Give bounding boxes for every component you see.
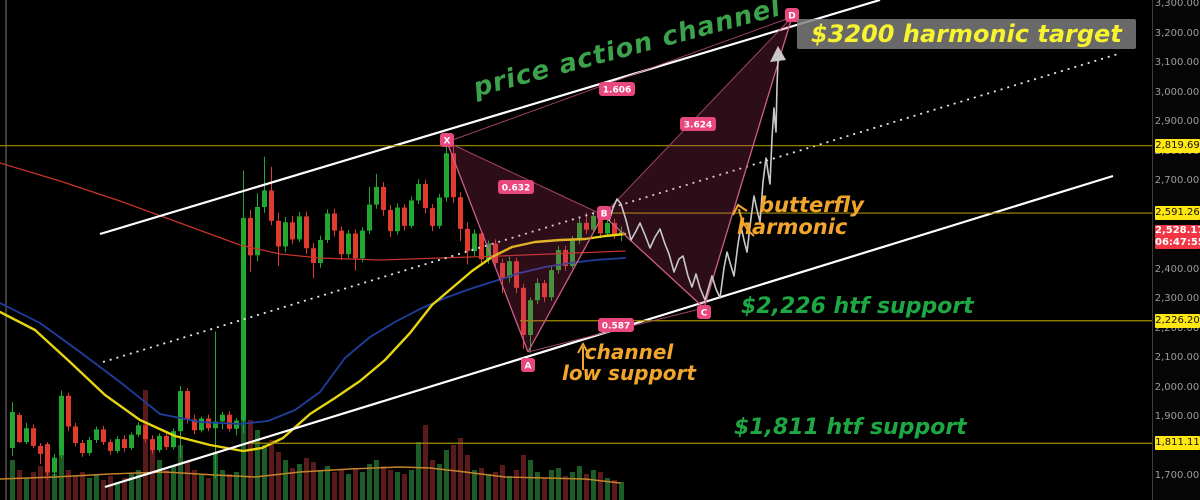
axis-tick: 2,000.00 <box>1154 381 1200 393</box>
htf-support-1811-label[interactable]: $1,811 htf support <box>734 415 967 440</box>
butterfly-harmonic-label[interactable]: butterfly harmonic <box>737 194 864 238</box>
axis-tick: 2,200.00 <box>1154 322 1200 334</box>
volume-series <box>10 350 624 500</box>
svg-text:3.624: 3.624 <box>684 121 712 131</box>
channel-mid-dotted-line[interactable] <box>102 53 1119 363</box>
channel-low-support-line1: channel <box>584 340 674 364</box>
butterfly-harmonic-line2: harmonic <box>737 215 848 239</box>
last-price-countdown: 06:47:55 <box>1155 236 1200 248</box>
ma-long-red <box>0 162 626 261</box>
volume-ma-orange <box>0 466 621 484</box>
butterfly-harmonic-line1: butterfly <box>759 193 864 217</box>
svg-text:D: D <box>788 12 795 22</box>
svg-text:B: B <box>601 210 608 220</box>
svg-text:1.606: 1.606 <box>603 86 631 96</box>
harmonic-pattern[interactable] <box>446 16 793 353</box>
annotation-arrows <box>577 203 755 370</box>
projection-path[interactable] <box>608 46 786 301</box>
svg-text:C: C <box>701 309 708 319</box>
price-level-badge: 1,811.11 <box>1155 436 1200 451</box>
fib-ratio-badges[interactable]: 1.606 0.632 3.624 0.587 <box>498 82 716 332</box>
last-price-badge: 2,528.17 06:47:55 <box>1155 224 1200 249</box>
ma-fast-yellow <box>0 232 627 453</box>
axis-tick: 1,900.00 <box>1154 411 1200 422</box>
harmonic-target-label[interactable]: $3200 harmonic target <box>797 19 1136 49</box>
svg-text:A: A <box>525 362 532 372</box>
axis-tick: 2,100.00 <box>1154 352 1200 363</box>
channel-low-support-line2: low support <box>562 361 696 385</box>
axis-tick: 3,100.00 <box>1154 57 1200 68</box>
axis-tick: 3,200.00 <box>1154 27 1200 39</box>
htf-support-2226-label[interactable]: $2,226 htf support <box>741 294 974 319</box>
axis-tick: 3,000.00 <box>1154 86 1200 98</box>
axis-tick: 1,700.00 <box>1154 470 1200 481</box>
last-price-value: 2,528.17 <box>1155 224 1200 236</box>
projection-arrowhead <box>770 46 786 62</box>
svg-text:X: X <box>444 137 451 147</box>
price-level-badge: 2,226.20 <box>1155 313 1200 328</box>
price-axis[interactable]: 1,700.001,800.001,900.002,000.002,100.00… <box>1152 0 1200 500</box>
axis-tick: 2,300.00 <box>1154 293 1200 304</box>
axis-tick: 2,900.00 <box>1154 116 1200 127</box>
channel-low-support-label[interactable]: channel low support <box>558 342 700 384</box>
curved-arrow-icon <box>738 208 755 237</box>
pattern-point-badges[interactable]: X A B C D <box>440 8 799 372</box>
svg-text:0.632: 0.632 <box>502 184 530 194</box>
svg-text:0.587: 0.587 <box>602 322 630 332</box>
price-level-lines[interactable] <box>0 145 1152 444</box>
axis-tick: 2,400.00 <box>1154 263 1200 275</box>
price-level-badge: 2,591.26 <box>1155 206 1200 221</box>
price-level-badge: 2,819.69 <box>1155 138 1200 153</box>
axis-tick: 2,700.00 <box>1154 175 1200 186</box>
axis-tick: 3,300.00 <box>1154 0 1200 9</box>
channel-upper-line[interactable] <box>99 0 881 236</box>
ma-slow-blue <box>0 257 626 425</box>
